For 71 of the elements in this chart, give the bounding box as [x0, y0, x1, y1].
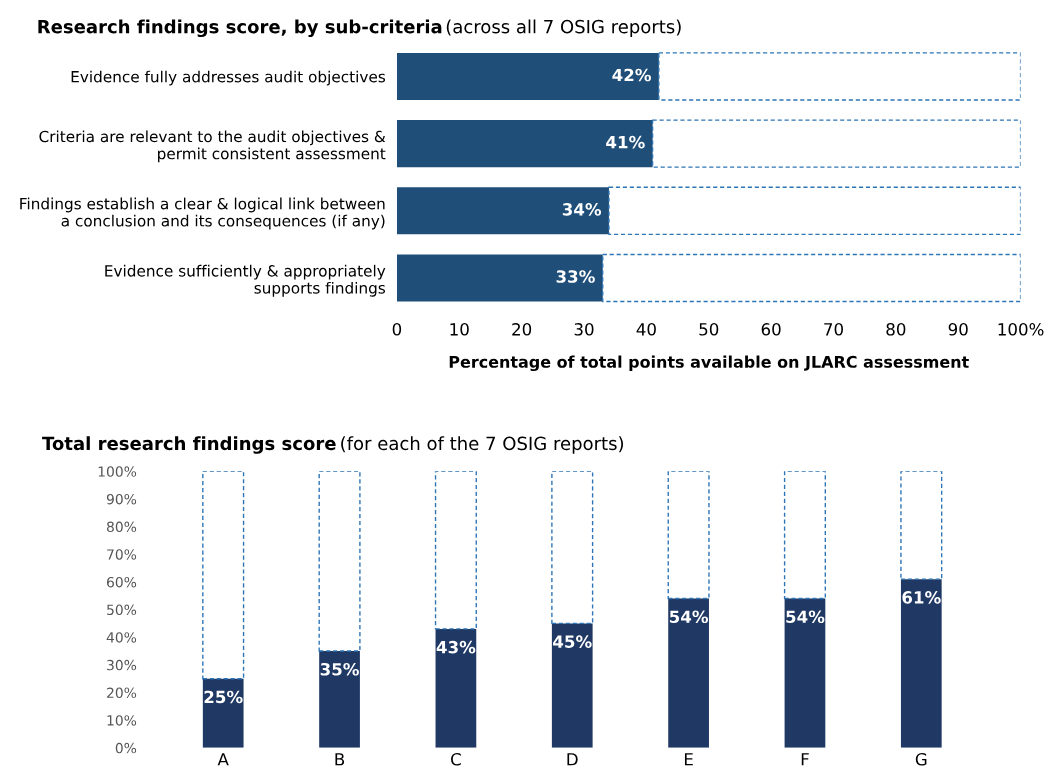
data-label: 41%: [606, 135, 645, 149]
x-tick-label: F: [801, 753, 809, 766]
x-tick-label: A: [217, 753, 229, 766]
bar: [396, 120, 653, 168]
bar: [435, 628, 477, 748]
text: Research findings score, by sub-criteria: [38, 19, 442, 38]
x-tick-label: 80: [886, 323, 906, 336]
x-tick-label: 50: [699, 323, 719, 336]
bar: [658, 52, 1021, 101]
y-tick-label: 50%: [107, 604, 137, 616]
y-tick-label: 60%: [106, 576, 137, 588]
x-tick-label: 30: [574, 323, 594, 336]
x-tick-label: 40: [636, 323, 656, 336]
y-tick-label: 70%: [107, 549, 137, 560]
data-label: 25%: [204, 690, 243, 704]
x-tick-label: 20: [512, 323, 532, 336]
data-label: 54%: [669, 610, 709, 624]
bar: [900, 579, 942, 748]
y-tick-label: 20%: [107, 687, 137, 699]
bar: [900, 471, 943, 580]
x-tick-label: D: [567, 753, 578, 766]
bar: [551, 623, 593, 748]
bar: [202, 678, 244, 748]
y-tick-label: 0%: [115, 742, 137, 754]
bar: [202, 471, 245, 680]
y-tick-label: Criteria are relevant to the audit objectives & permit consistent assessment: [39, 130, 386, 163]
bar: [608, 186, 1021, 236]
x-tick-label: 90: [948, 323, 968, 336]
y-tick-label: Evidence fully addresses audit objectives: [71, 70, 386, 86]
bar: [651, 119, 1021, 168]
x-tick-label: 10: [450, 323, 469, 336]
bar: [784, 598, 826, 748]
x-tick-label: G: [915, 753, 927, 766]
data-label: 33%: [556, 270, 595, 283]
bar: [434, 471, 477, 630]
data-label: 34%: [562, 203, 602, 216]
bar: [783, 471, 827, 600]
chart-subtitle: (for each of the 7 OSIG reports): [341, 436, 624, 454]
bar: [668, 598, 709, 748]
x-tick-label: B: [335, 753, 345, 766]
y-tick-label: 100%: [98, 466, 137, 477]
bar: [602, 253, 1021, 303]
x-tick-label: E: [684, 753, 693, 766]
bar: [396, 187, 609, 235]
bar: [396, 254, 603, 302]
y-tick-label: 30%: [107, 659, 137, 671]
data-label: 45%: [553, 635, 592, 648]
x-tick-label: 60: [761, 323, 781, 336]
bar: [319, 651, 360, 748]
data-label: 54%: [786, 610, 825, 624]
bar: [667, 471, 710, 600]
x-tick-label: C: [451, 753, 461, 766]
bar: [551, 471, 594, 625]
y-tick-label: 40%: [106, 632, 137, 643]
data-label: 35%: [320, 662, 359, 676]
x-axis-title: Percentage of total points available on JLARC assessment: [449, 355, 969, 372]
x-tick-label: 100%: [998, 323, 1044, 336]
y-tick-label: Evidence sufficiently & appropriately supports findings: [105, 264, 386, 297]
chart-title: Total research findings score: [42, 436, 336, 454]
data-label: 42%: [612, 68, 651, 82]
x-tick-label: 70: [824, 323, 843, 336]
y-tick-label: 10%: [107, 715, 137, 726]
data-label: 43%: [436, 640, 476, 654]
bar: [318, 471, 361, 652]
x-tick-label: 0: [392, 323, 402, 336]
y-tick-label: 80%: [106, 521, 137, 533]
y-tick-label: 90%: [106, 493, 137, 505]
data-label: 61%: [902, 591, 941, 604]
bar: [396, 52, 659, 100]
chart-subtitle: (across all 7 OSIG reports): [446, 19, 681, 37]
y-tick-label: Findings establish a clear & logical link between a conclusion and its consequences (if any): [20, 197, 385, 230]
